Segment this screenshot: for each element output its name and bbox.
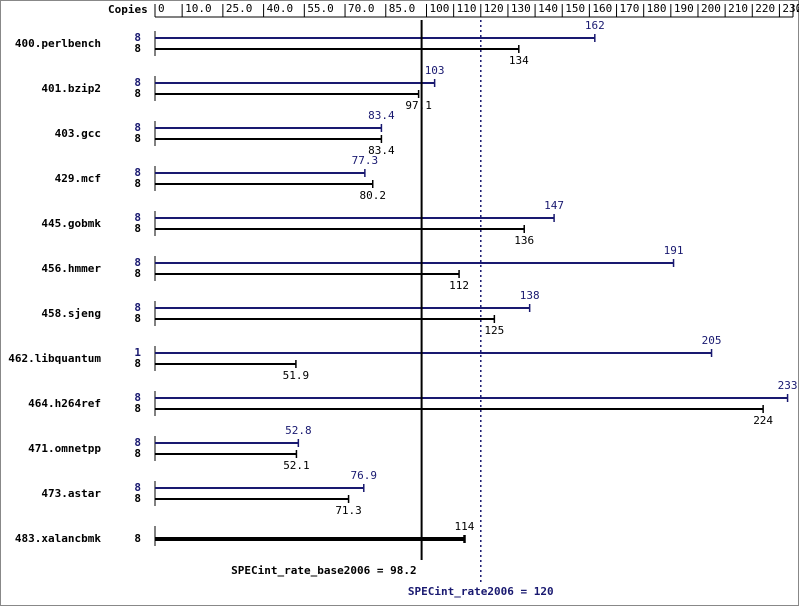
category-label: 458.sjeng: [41, 307, 101, 320]
value-label: 52.1: [283, 459, 310, 472]
value-label: 147: [544, 199, 564, 212]
x-tick-label: 110: [457, 2, 477, 15]
copies-label: 8: [134, 391, 141, 404]
x-tick-label: 55.0: [307, 2, 334, 15]
copies-label: 8: [134, 42, 141, 55]
copies-label: 8: [134, 166, 141, 179]
category-label: 429.mcf: [55, 172, 101, 185]
category-label: 483.xalancbmk: [15, 532, 101, 545]
x-tick-label: 0: [158, 2, 165, 15]
x-tick-label: 160: [592, 2, 612, 15]
category-label: 400.perlbench: [15, 37, 101, 50]
x-tick-label: 120: [484, 2, 504, 15]
x-tick-label: 190: [674, 2, 694, 15]
category-label: 445.gobmk: [41, 217, 101, 230]
category-label: 456.hmmer: [41, 262, 101, 275]
reference-label: SPECint_rate_base2006 = 98.2: [231, 564, 416, 577]
copies-label: 8: [134, 256, 141, 269]
x-tick-label: 170: [620, 2, 640, 15]
x-tick-label: 150: [565, 2, 585, 15]
copies-label: 8: [134, 447, 141, 460]
value-label: 112: [449, 279, 469, 292]
x-tick-label: 180: [647, 2, 667, 15]
value-label: 97.1: [405, 99, 432, 112]
category-label: 464.h264ref: [28, 397, 101, 410]
category-label: 401.bzip2: [41, 82, 101, 95]
value-label: 114: [455, 520, 475, 533]
category-label: 473.astar: [41, 487, 101, 500]
copies-label: 8: [134, 76, 141, 89]
value-label: 71.3: [335, 504, 362, 517]
x-tick-label: 130: [511, 2, 531, 15]
copies-label: 8: [134, 481, 141, 494]
value-label: 52.8: [285, 424, 312, 437]
x-tick-label: 220: [755, 2, 775, 15]
reference-label: SPECint_rate2006 = 120: [408, 585, 554, 598]
value-label: 233: [778, 379, 798, 392]
copies-label: 8: [134, 31, 141, 44]
copies-label: 8: [134, 87, 141, 100]
value-label: 83.4: [368, 144, 395, 157]
copies-label: 8: [134, 301, 141, 314]
value-label: 83.4: [368, 109, 395, 122]
copies-label: 8: [134, 492, 141, 505]
value-label: 224: [753, 414, 773, 427]
x-tick-label: 10.0: [185, 2, 212, 15]
value-label: 103: [425, 64, 445, 77]
category-label: 403.gcc: [55, 127, 101, 140]
value-label: 76.9: [351, 469, 378, 482]
copies-label: 8: [134, 402, 141, 415]
copies-label: 8: [134, 267, 141, 280]
value-label: 136: [514, 234, 534, 247]
value-label: 162: [585, 19, 605, 32]
axis-label: Copies: [108, 3, 148, 16]
x-tick-label: 25.0: [226, 2, 253, 15]
category-label: 462.libquantum: [8, 352, 101, 365]
x-tick-label: 70.0: [348, 2, 375, 15]
copies-label: 8: [134, 312, 141, 325]
value-label: 205: [702, 334, 722, 347]
copies-label: 8: [134, 436, 141, 449]
copies-label: 8: [134, 121, 141, 134]
value-label: 80.2: [359, 189, 386, 202]
x-tick-label: 140: [538, 2, 558, 15]
value-label: 138: [520, 289, 540, 302]
value-label: 191: [664, 244, 684, 257]
copies-label: 8: [134, 211, 141, 224]
x-tick-label: 210: [728, 2, 748, 15]
value-label: 134: [509, 54, 529, 67]
copies-label: 8: [134, 532, 141, 545]
x-tick-label: 100: [429, 2, 449, 15]
copies-label: 8: [134, 357, 141, 370]
x-tick-label: 40.0: [267, 2, 294, 15]
x-tick-label: 230: [782, 2, 799, 15]
copies-label: 8: [134, 132, 141, 145]
copies-label: 8: [134, 222, 141, 235]
x-tick-label: 85.0: [389, 2, 416, 15]
value-label: 77.3: [352, 154, 379, 167]
x-tick-label: 200: [701, 2, 721, 15]
copies-label: 1: [134, 346, 141, 359]
category-label: 471.omnetpp: [28, 442, 101, 455]
value-label: 51.9: [283, 369, 310, 382]
x-tick-label: 235: [796, 2, 799, 15]
value-label: 125: [484, 324, 504, 337]
copies-label: 8: [134, 177, 141, 190]
